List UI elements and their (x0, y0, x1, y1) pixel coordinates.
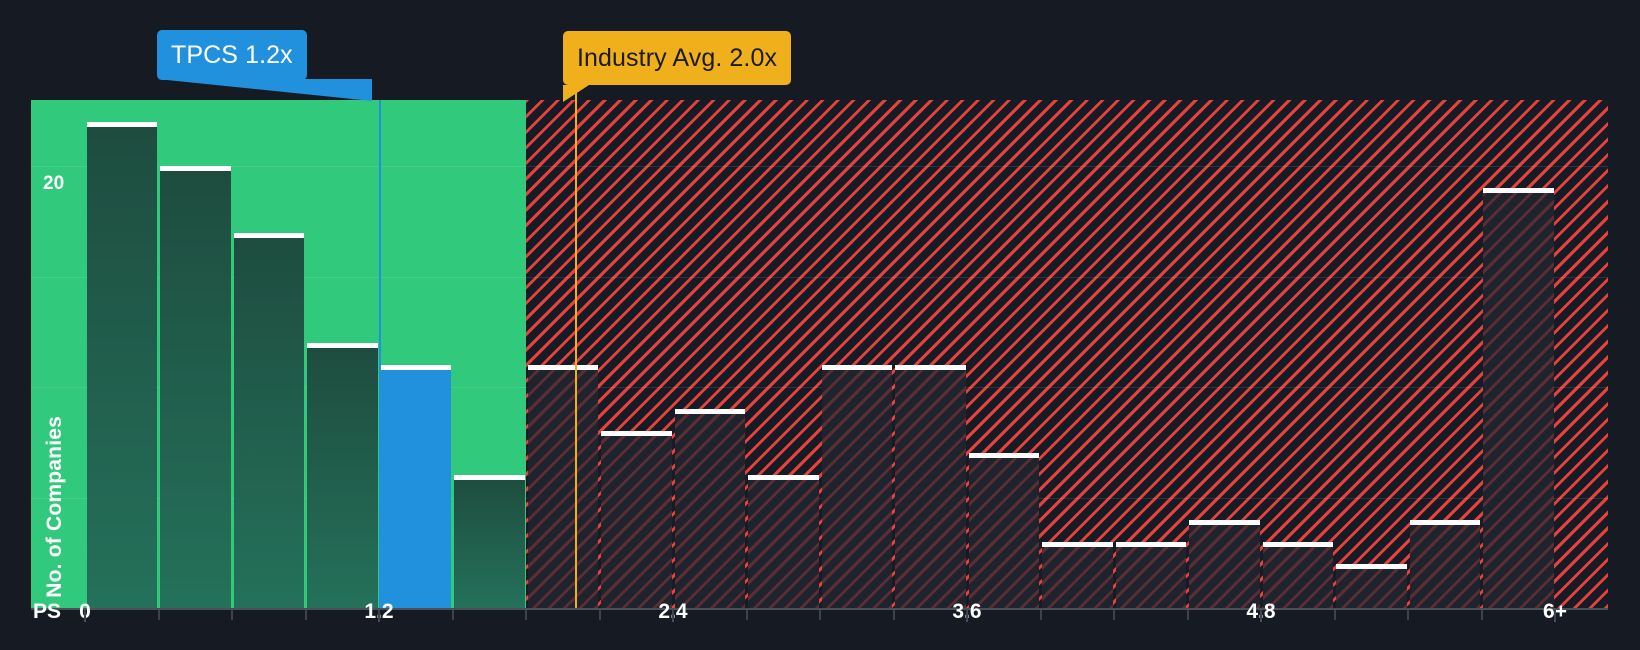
x-axis-minor-tick (745, 610, 748, 620)
gridline (31, 166, 1608, 168)
histogram-bar[interactable] (1483, 188, 1554, 608)
plot-inner (31, 100, 1608, 608)
bar-body (233, 232, 304, 608)
bar-cap (454, 475, 525, 481)
bar-cap (821, 365, 892, 371)
bar-cap (1409, 519, 1480, 525)
y-tick-label-20: 20 (43, 173, 65, 195)
bar-body (1409, 519, 1480, 608)
histogram-bar[interactable] (307, 342, 378, 608)
bar-cap (1483, 188, 1554, 194)
bar-body (160, 166, 231, 608)
gridline (31, 387, 1608, 389)
x-axis-minor-tick (451, 610, 454, 620)
bar-body (527, 365, 598, 608)
bar-cap (1262, 541, 1333, 547)
histogram-bar[interactable] (748, 475, 819, 608)
x-axis-minor-tick (892, 610, 895, 620)
histogram-bar[interactable] (821, 365, 892, 608)
bar-body (1115, 541, 1186, 608)
bar-cap (674, 409, 745, 415)
bar-body (748, 475, 819, 608)
x-axis-minor-tick (231, 610, 233, 620)
histogram-bar[interactable] (86, 122, 157, 608)
x-axis-minor-tick (819, 610, 821, 620)
histogram-bar[interactable] (1409, 519, 1480, 608)
bar-body (1042, 541, 1113, 608)
x-axis-minor-tick (1554, 610, 1556, 620)
x-axis-minor-tick (1113, 610, 1115, 620)
x-axis-minor-tick (84, 610, 86, 620)
histogram-bar[interactable] (895, 365, 966, 608)
bar-body (895, 365, 966, 608)
gridline (31, 497, 1608, 499)
bar-cap (1189, 519, 1260, 525)
histogram-bar[interactable] (160, 166, 231, 608)
bar-cap (895, 365, 966, 371)
bar-cap (307, 342, 378, 348)
plot-area: 20 No. of Companies (31, 100, 1608, 608)
bar-cap (86, 122, 157, 128)
x-axis-minor-tick (672, 610, 674, 620)
x-axis-line (31, 608, 1608, 610)
bar-body (1189, 519, 1260, 608)
histogram-bar[interactable] (380, 365, 451, 608)
bar-body (1336, 563, 1407, 608)
company-marker-line (379, 100, 381, 608)
bar-body (821, 365, 892, 608)
bar-cap (160, 166, 231, 172)
bar-body (1483, 188, 1554, 608)
histogram-bar[interactable] (233, 232, 304, 608)
bar-cap (748, 475, 819, 481)
industry-marker-line (575, 90, 577, 608)
x-axis-minor-tick (1407, 610, 1409, 620)
histogram-bar[interactable] (454, 475, 525, 608)
histogram-bar[interactable] (1262, 541, 1333, 608)
x-axis-minor-tick (598, 610, 601, 620)
bar-body (380, 365, 451, 608)
industry-callout-tail (563, 85, 589, 102)
bar-body (674, 409, 745, 608)
histogram-bar[interactable] (1189, 519, 1260, 608)
x-axis-minor-tick (1186, 610, 1189, 620)
bar-body (86, 122, 157, 608)
industry-callout[interactable]: Industry Avg. 2.0x (563, 31, 792, 85)
bar-body (454, 475, 525, 608)
histogram-bar[interactable] (1115, 541, 1186, 608)
gridline (31, 276, 1608, 278)
y-axis-title: No. of Companies (43, 416, 66, 598)
histogram-bar[interactable] (1336, 563, 1407, 608)
histogram-bar[interactable] (1042, 541, 1113, 608)
x-axis-minor-tick (378, 610, 380, 620)
bar-body (601, 431, 672, 608)
bar-body (307, 342, 378, 608)
bar-cap (601, 431, 672, 437)
x-axis-minor-tick (1260, 610, 1262, 620)
bar-cap (1042, 541, 1113, 547)
x-axis-minor-tick (1333, 610, 1336, 620)
x-axis-minor-tick (304, 610, 307, 620)
x-axis-minor-tick (1480, 610, 1483, 620)
x-axis-minor-tick (966, 610, 968, 620)
bar-body (968, 453, 1039, 608)
x-axis-title: PS (33, 600, 62, 623)
histogram-bar[interactable] (601, 431, 672, 608)
bar-body (1262, 541, 1333, 608)
bar-cap (968, 453, 1039, 459)
x-axis-minor-tick (525, 610, 527, 620)
bar-cap (1115, 541, 1186, 547)
x-axis-minor-tick (157, 610, 160, 620)
company-callout-tail (157, 79, 372, 101)
bar-cap (380, 365, 451, 371)
bar-cap (527, 365, 598, 371)
company-callout[interactable]: TPCS 1.2x (157, 30, 307, 80)
x-axis-minor-tick (1039, 610, 1042, 620)
bar-cap (1336, 563, 1407, 569)
histogram-bar[interactable] (527, 365, 598, 608)
histogram-bar[interactable] (674, 409, 745, 608)
histogram-bar[interactable] (968, 453, 1039, 608)
bar-cap (233, 232, 304, 238)
